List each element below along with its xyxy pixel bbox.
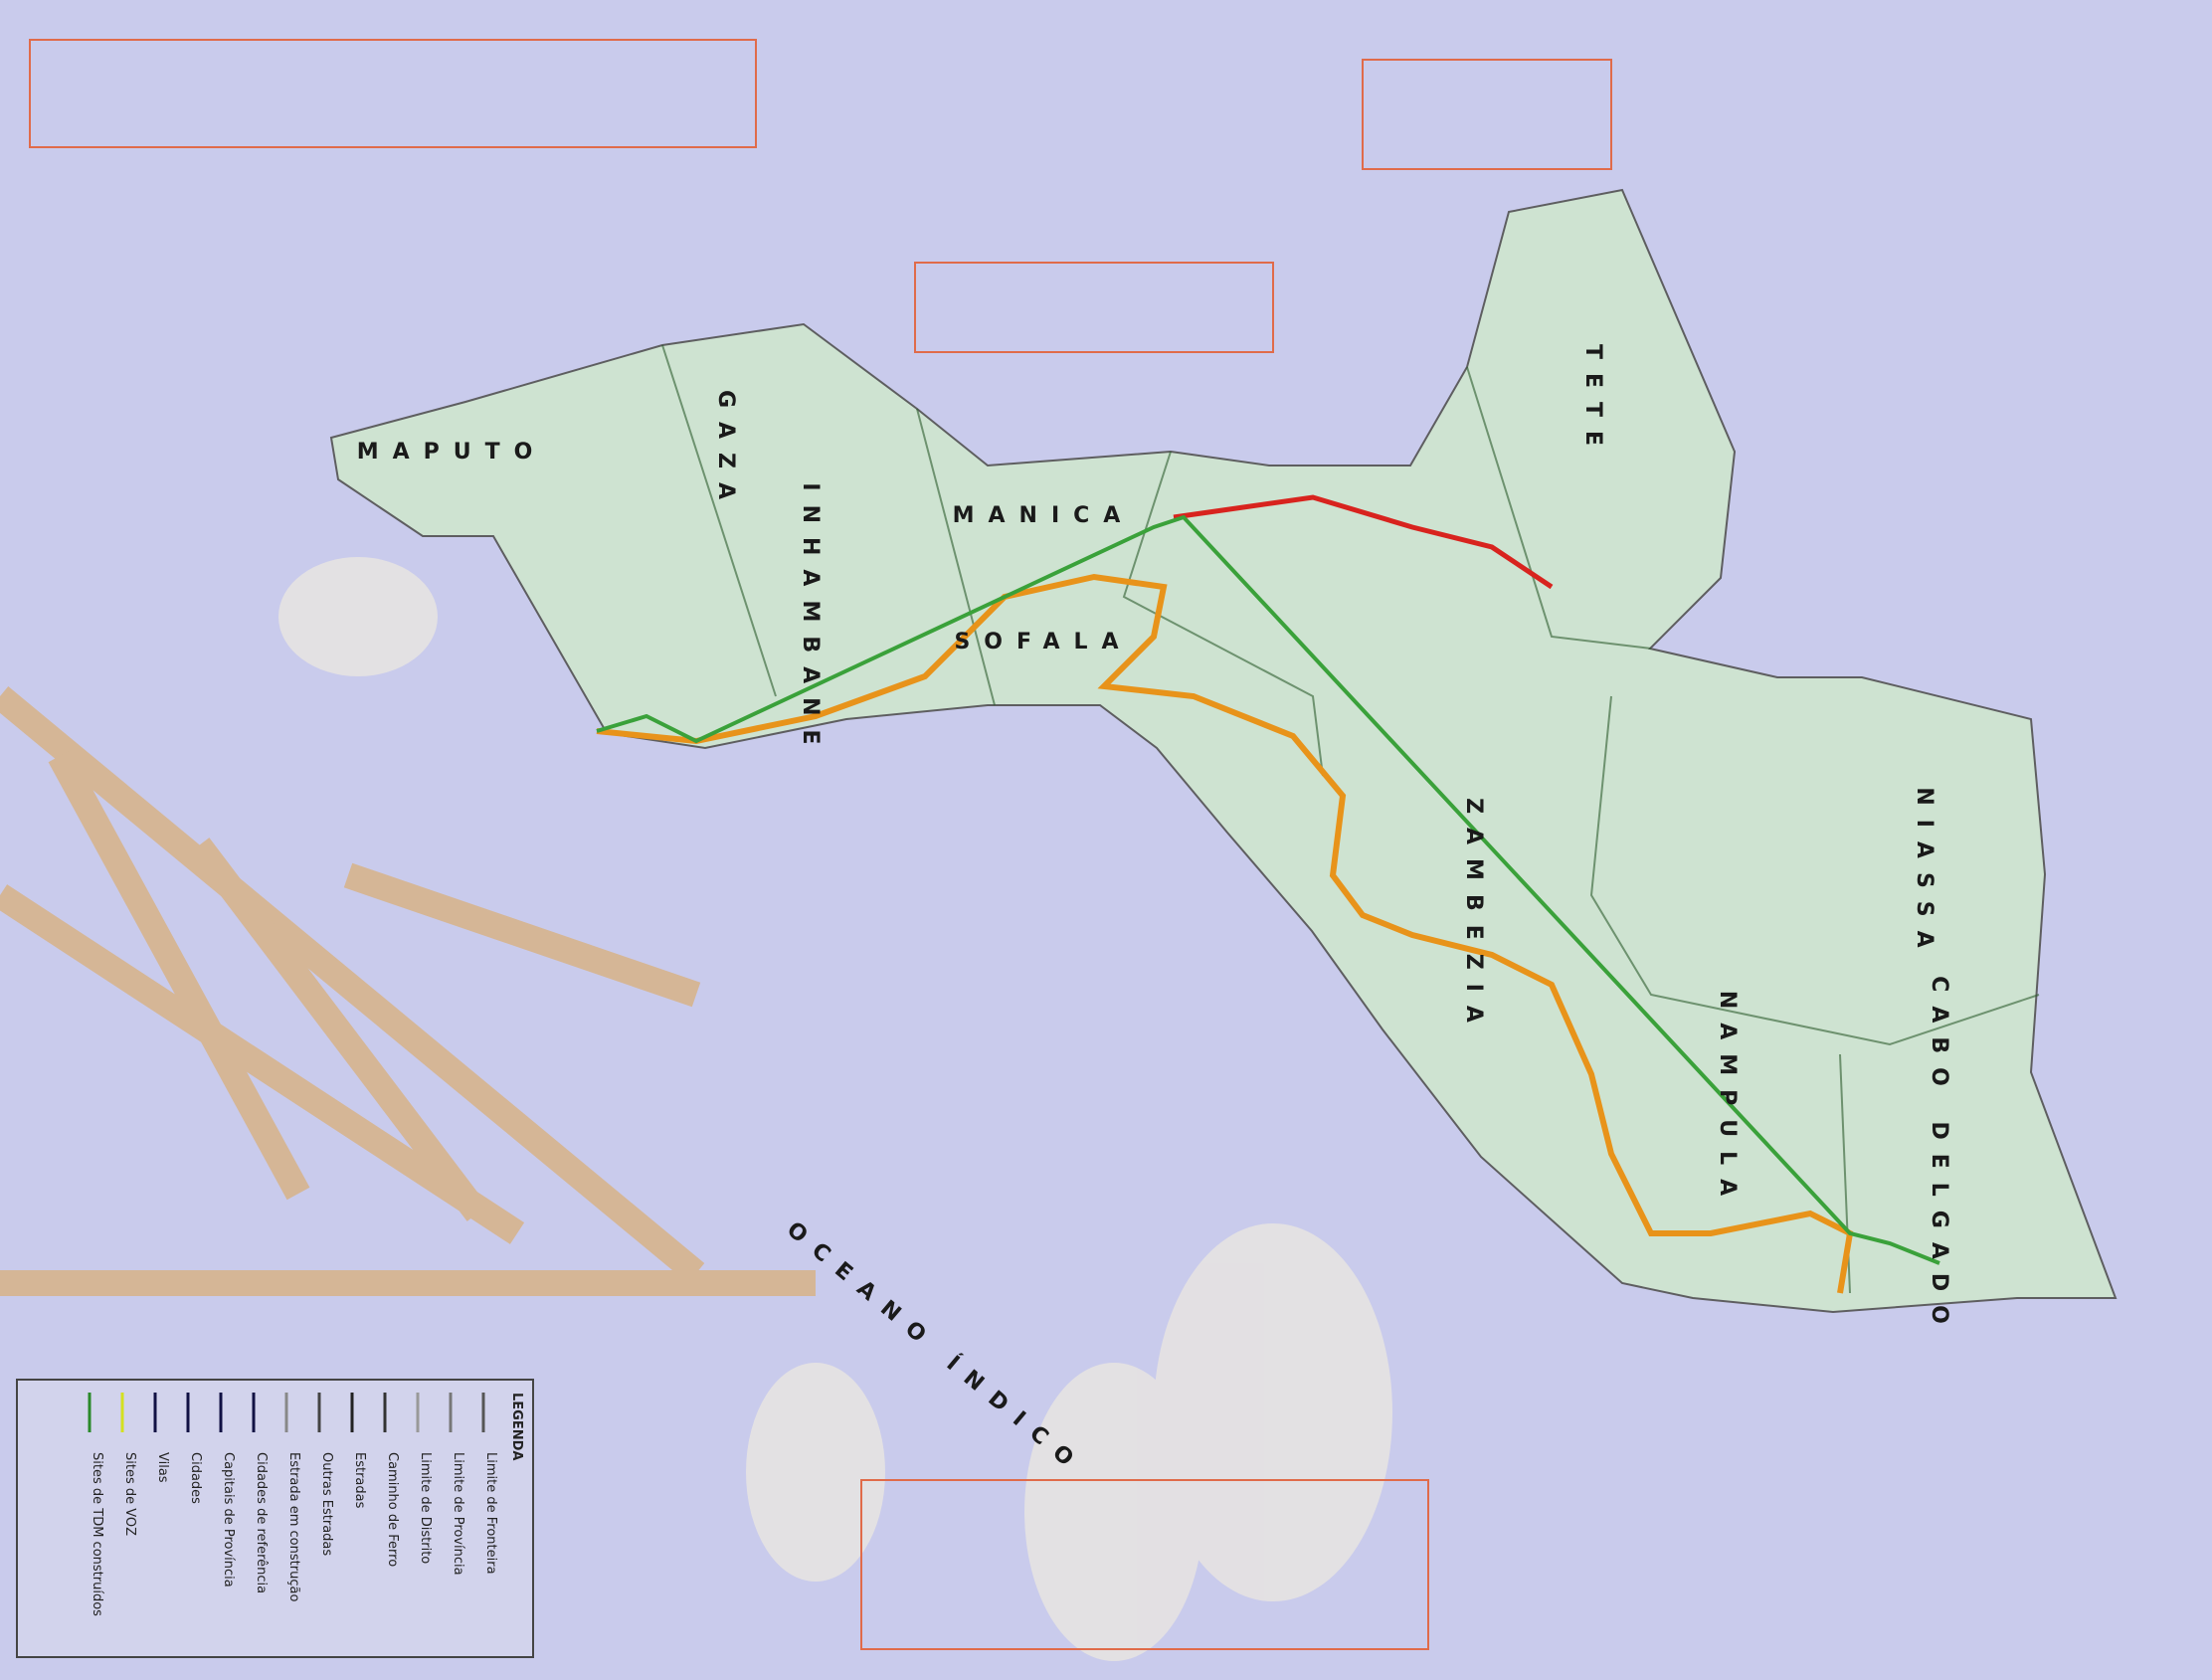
province-label: NAMPULA bbox=[1715, 991, 1740, 1210]
province-label: TETE bbox=[1580, 344, 1605, 460]
legend-label: Capitais de Província bbox=[221, 1452, 236, 1587]
legend-label: Sites de TDM construídos bbox=[90, 1452, 104, 1616]
legend-label: Estradas bbox=[352, 1452, 367, 1509]
province-label: ZAMBEZIA bbox=[1461, 798, 1486, 1036]
province-label: NIASSA bbox=[1912, 787, 1936, 961]
legend-label: Outras Estradas bbox=[319, 1452, 334, 1556]
legend-label: Sites de VOZ bbox=[122, 1452, 137, 1536]
legend-title: LEGENDA bbox=[509, 1393, 524, 1460]
province-label: MAPUTO bbox=[357, 440, 547, 465]
legend-label: Caminho de Ferro bbox=[385, 1452, 400, 1567]
legend-label: Estrada em construção bbox=[286, 1452, 301, 1601]
page: MAPUTO GAZA INHAMBANE MANICA SOFALA TETE… bbox=[0, 0, 2212, 1680]
province-label: CABO DELGADO bbox=[1927, 976, 1951, 1338]
legend-label: Limite de Fronteira bbox=[483, 1452, 498, 1575]
province-label: MANICA bbox=[953, 503, 1135, 528]
legend-label: Limite de Província bbox=[451, 1452, 465, 1576]
legend-label: Cidades bbox=[188, 1452, 203, 1504]
province-label: SOFALA bbox=[954, 630, 1132, 654]
map: MAPUTO GAZA INHAMBANE MANICA SOFALA TETE… bbox=[0, 0, 2212, 1680]
legend-label: Cidades de referência bbox=[254, 1452, 269, 1593]
province-label: GAZA bbox=[713, 390, 738, 513]
legend-label: Limite de Distrito bbox=[418, 1452, 433, 1564]
province-label: INHAMBANE bbox=[798, 482, 823, 758]
legend-label: Vilas bbox=[155, 1452, 170, 1483]
